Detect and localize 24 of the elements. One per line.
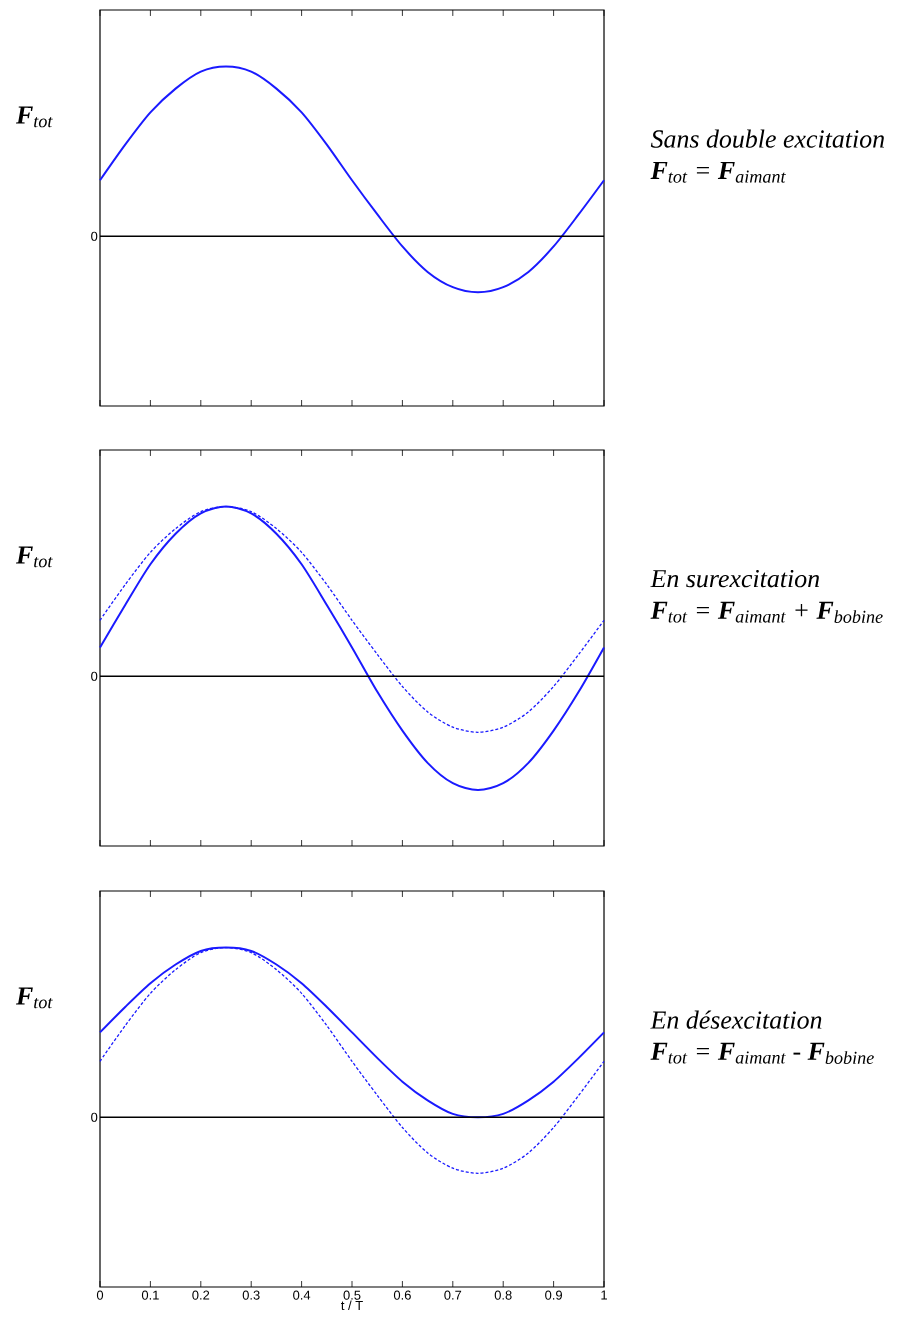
x-tick-label: 0 <box>96 1290 104 1300</box>
x-tick-label: 0.9 <box>545 1290 562 1300</box>
ref-line-label: 0 <box>91 671 98 681</box>
ref-line-label: 0 <box>91 1112 98 1122</box>
x-tick-label: 0.4 <box>293 1290 311 1300</box>
text: F$_{tot}$ = F$_{aimant}$ <box>650 161 786 183</box>
text: En désexcitation <box>650 1010 822 1029</box>
text: Sans double excitation <box>650 129 885 148</box>
x-tick-label: 0.7 <box>444 1290 462 1300</box>
x-tick-label: 0.8 <box>494 1290 512 1300</box>
x-tick-label: 0.6 <box>393 1290 411 1300</box>
x-tick-label: 1 <box>601 1290 607 1300</box>
text: En surexcitation <box>650 569 820 588</box>
x-tick-label: 0.3 <box>242 1290 260 1300</box>
x-tick-label: 0.1 <box>141 1290 159 1300</box>
y-axis-title: F$_{tot}$ <box>15 106 53 128</box>
y-axis-title: F$_{tot}$ <box>15 546 53 568</box>
text: F$_{tot}$ = F$_{aimant}$ - F$_{bobine}$ <box>650 1042 874 1064</box>
ref-line-label: 0 <box>91 231 98 241</box>
x-axis-title: t / T <box>341 1300 363 1311</box>
text: F$_{tot}$ = F$_{aimant}$ + F$_{bobine}$ <box>650 601 883 623</box>
x-tick-label: 0.2 <box>192 1290 210 1300</box>
y-axis-title: F$_{tot}$ <box>15 987 53 1009</box>
x-tick-label: 0.5 <box>343 1290 361 1300</box>
